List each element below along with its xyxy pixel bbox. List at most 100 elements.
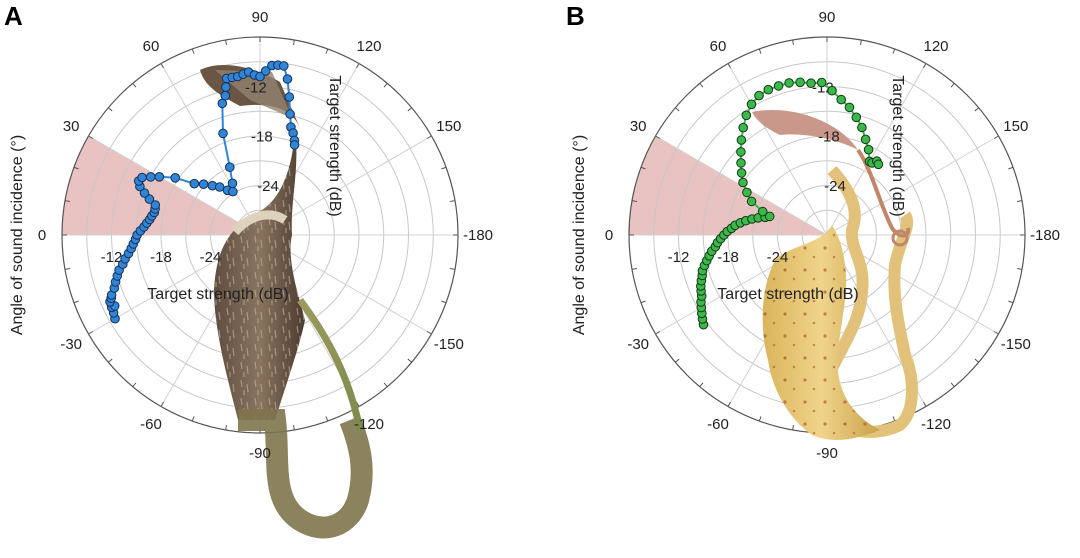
panel-b-outer-tick [727,63,731,69]
panel-a-outer-tick [225,424,227,431]
panel-a-data-point [220,90,231,101]
panel-a-data-point [218,128,228,139]
panel-a-outer-tick [325,416,329,422]
panel-b-outer-tick [727,401,731,407]
panel-a-ylabel: Angle of sound incidence (°) [9,135,26,335]
panel-a-angle-tick-label: -180 [463,227,493,244]
panel-a-data-point [260,66,271,76]
panel-a-outer-tick [160,63,164,69]
panel-b-data-point [741,110,752,121]
panel-a-xlabel: Target strength (dB) [147,286,288,303]
panel-b-outer-tick [892,416,896,422]
panel-b-data-point [736,147,746,157]
panel-a-data-point [282,74,293,84]
panel-a-radial-tick-label-upper: -18 [251,129,273,146]
panel-a-outer-tick [441,166,447,170]
panel-a-grid-spoke [160,63,261,236]
panel-a-outer-tick [356,63,360,69]
panel-a-outer-tick [64,200,71,202]
panel-b-angle-tick-label: -150 [1001,336,1031,353]
panel-b-data-point [773,81,784,91]
panel-a-data-point [139,188,150,198]
panel-a-outer-tick [407,107,413,112]
panel-b-letter: B [566,1,585,31]
panel-b-data-point [757,206,768,217]
panel-a-angle-tick-label: -90 [249,445,271,462]
panel-a-outer-tick [449,268,456,270]
panel-b-outer-tick [950,82,955,88]
panel-a-data-point [289,140,300,150]
panel-b-data-point [873,159,884,170]
panel-a-data-point [284,92,295,102]
panel-b-angle-tick-label: -120 [921,416,951,433]
panel-b-angle-tick-label: 150 [1003,118,1028,135]
panel-a-data-point [170,173,180,183]
panel-b-outer-tick [674,107,680,112]
panel-b-xlabel: Target strength (dB) [717,286,858,303]
panel-a-outer-tick [293,424,295,431]
panel-a-data-point [154,172,165,182]
panel-a-highlight-sector [62,136,260,235]
panel-a-outer-tick [107,358,113,363]
panel-b-data-point [763,84,774,95]
panel-a-radial-tick-label: -12 [101,249,123,266]
panel-b-data-point [738,177,748,188]
panel-a-outer-tick [426,331,432,335]
panel-a-outer-tick [132,82,137,88]
panel-a-tick-labels: 90 120 150 -180 -150 -120 -90 -60 -30 0 30 60 -24 -24… [38,9,493,462]
panel-a-angle-tick-label: 0 [38,227,46,244]
panel-b-angle-tick-label: -180 [1030,227,1060,244]
panel-a-angle-tick-label: -150 [434,336,464,353]
panel-b-data-point [844,102,855,113]
panel-b-radial-tick-label: -24 [767,249,789,266]
panel-b-data-point [863,144,874,155]
panel-b-outer-tick [1016,200,1023,202]
panel-b-data-point [784,78,794,88]
panel-b-angle-tick-label: -60 [707,416,729,433]
panel-b-angle-tick-label: -30 [627,336,649,353]
panel-a-outer-tick [88,135,94,139]
pitcher-plant-yellow-image [752,109,918,440]
panel-a-outer-tick [407,358,413,363]
panel-b-radial-tick-label-upper: -18 [818,129,840,146]
panel-a-data-point [150,200,161,210]
panel-b-data-point [738,122,749,133]
panel-a-radial-tick-label: -18 [150,249,172,266]
panel-a: A 90 120 150 -180 -150 -120 -90 -60 -30 0 30 60 -24 -… [4,1,493,539]
panel-b-angle-tick-label: -90 [816,445,838,462]
panel-a-outer-tick [191,48,195,54]
panel-a-angle-tick-label: 90 [252,9,269,26]
panel-a-outer-tick [441,300,447,304]
panel-a-radial-tick-label-upper: -24 [257,178,279,195]
panel-b-data-point [836,94,847,105]
panel-a-outer-tick [191,416,195,422]
panel-a-outer-tick [383,382,388,388]
panel-b-data-point [764,211,775,222]
panel-a-outer-tick [325,48,329,54]
panel-a-outer-tick [73,300,79,304]
panel-b-radial-tick-label-upper: -24 [824,178,846,195]
panel-a-data-point [189,178,200,189]
panel-a-data-point [214,182,225,192]
panel-a-radial-tick-label: -24 [200,249,222,266]
panel-b-data-point [736,135,747,145]
panel-b-radial-label-upper: Target strength (dB) [889,75,906,216]
panel-a-data-point [255,71,265,82]
panel-a-angle-tick-label: 150 [436,118,461,135]
panel-b-outer-tick [1008,300,1014,304]
panel-a-outer-tick [88,331,94,335]
panel-a-data-point [221,82,231,92]
panel-b-outer-tick [792,39,794,46]
panel-b-data-point [746,196,757,207]
panel-b-data-point [806,78,816,88]
panel-b-data-point [746,99,757,110]
panel-b-data-point [795,77,805,88]
panel-b-grid-spoke [727,63,828,236]
panel-b-outer-tick [699,82,704,88]
panel-b-outer-tick [674,358,680,363]
panel-a-outer-tick [160,401,164,407]
panel-b-outer-tick [1016,268,1023,270]
panel-b-outer-tick [974,107,980,112]
panel-b-outer-tick [631,200,638,202]
panel-b-data-point [860,134,871,145]
